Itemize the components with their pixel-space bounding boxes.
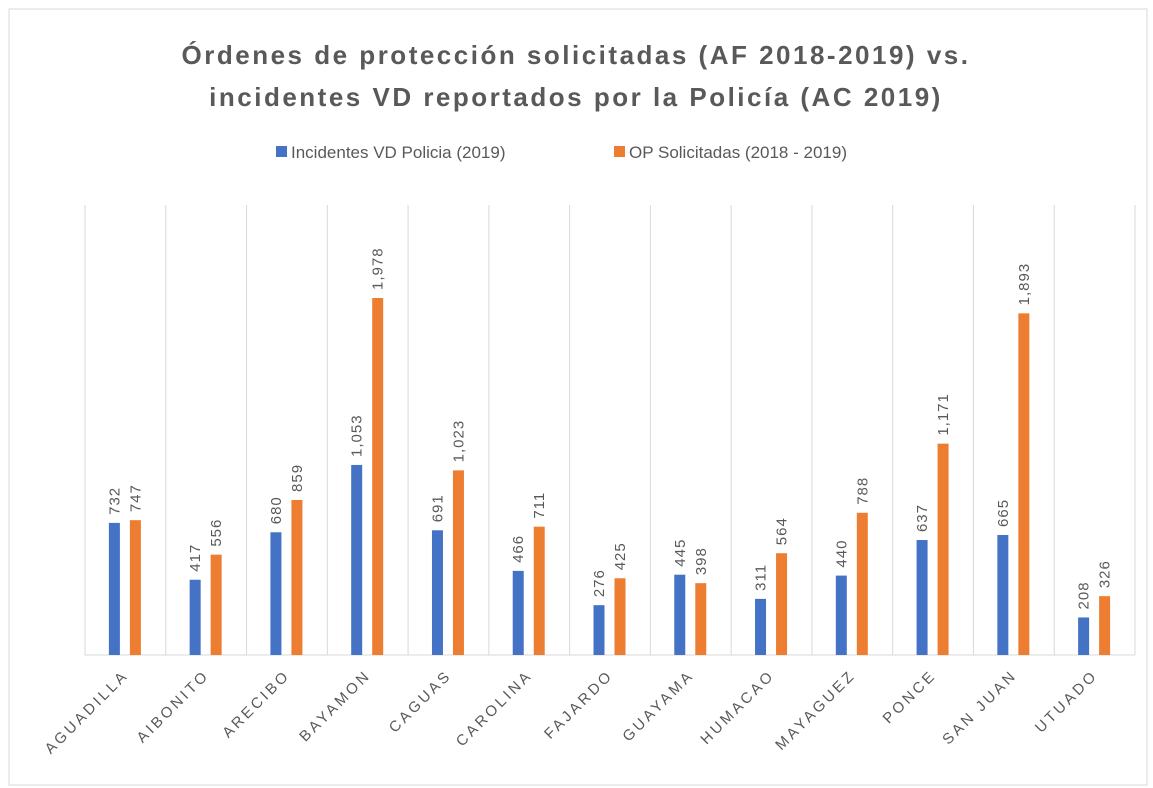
data-label: 732 xyxy=(106,487,123,515)
chart-title: Órdenes de protección solicitadas (AF 20… xyxy=(182,40,971,70)
chart-title: incidentes VD reportados por la Policía … xyxy=(209,82,943,112)
data-label: 564 xyxy=(774,517,791,545)
bar xyxy=(916,540,928,655)
data-label: 445 xyxy=(672,539,689,567)
bar xyxy=(997,534,1009,655)
bar xyxy=(856,512,868,655)
bar xyxy=(512,570,524,655)
bar xyxy=(189,579,201,655)
legend-label: Incidentes VD Policia (2019) xyxy=(291,143,506,162)
data-label: 1,978 xyxy=(370,247,387,290)
legend-label: OP Solicitadas (2018 - 2019) xyxy=(629,143,847,162)
data-label: 276 xyxy=(591,569,608,597)
bar xyxy=(452,470,464,655)
bar xyxy=(1099,596,1111,655)
bar xyxy=(351,464,363,655)
bar xyxy=(1018,313,1030,655)
legend-swatch xyxy=(614,146,625,157)
data-label: 326 xyxy=(1097,560,1114,588)
data-label: 691 xyxy=(429,494,446,522)
bar xyxy=(776,553,788,655)
data-label: 1,893 xyxy=(1016,263,1033,306)
bar xyxy=(372,298,384,655)
bar xyxy=(835,575,847,655)
bar xyxy=(270,532,282,655)
data-label: 637 xyxy=(914,504,931,532)
bar xyxy=(108,522,120,655)
bar xyxy=(593,605,605,655)
data-label: 417 xyxy=(187,544,204,572)
data-label: 311 xyxy=(753,564,770,591)
bar xyxy=(937,443,949,655)
data-label: 1,171 xyxy=(935,393,952,436)
bar xyxy=(291,499,303,655)
data-label: 859 xyxy=(289,464,306,492)
bar xyxy=(129,520,141,655)
data-label: 680 xyxy=(268,496,285,524)
data-label: 747 xyxy=(127,484,144,512)
data-label: 1,023 xyxy=(450,420,467,463)
data-label: 466 xyxy=(510,535,527,563)
bar xyxy=(431,530,443,655)
data-label: 788 xyxy=(854,477,871,505)
data-label: 425 xyxy=(612,542,629,570)
bar xyxy=(695,583,707,655)
data-label: 398 xyxy=(693,547,710,575)
data-label: 665 xyxy=(995,499,1012,527)
bar xyxy=(674,574,686,655)
bar xyxy=(755,598,767,655)
data-label: 556 xyxy=(208,519,225,547)
legend-swatch xyxy=(276,146,287,157)
data-label: 711 xyxy=(531,492,548,519)
data-label: 208 xyxy=(1076,581,1093,609)
data-label: 1,053 xyxy=(349,414,366,457)
bar xyxy=(210,554,222,655)
bar xyxy=(614,578,626,655)
chart-border xyxy=(8,8,1148,786)
bar xyxy=(1078,617,1090,655)
bar xyxy=(533,526,545,655)
data-label: 440 xyxy=(833,540,850,568)
